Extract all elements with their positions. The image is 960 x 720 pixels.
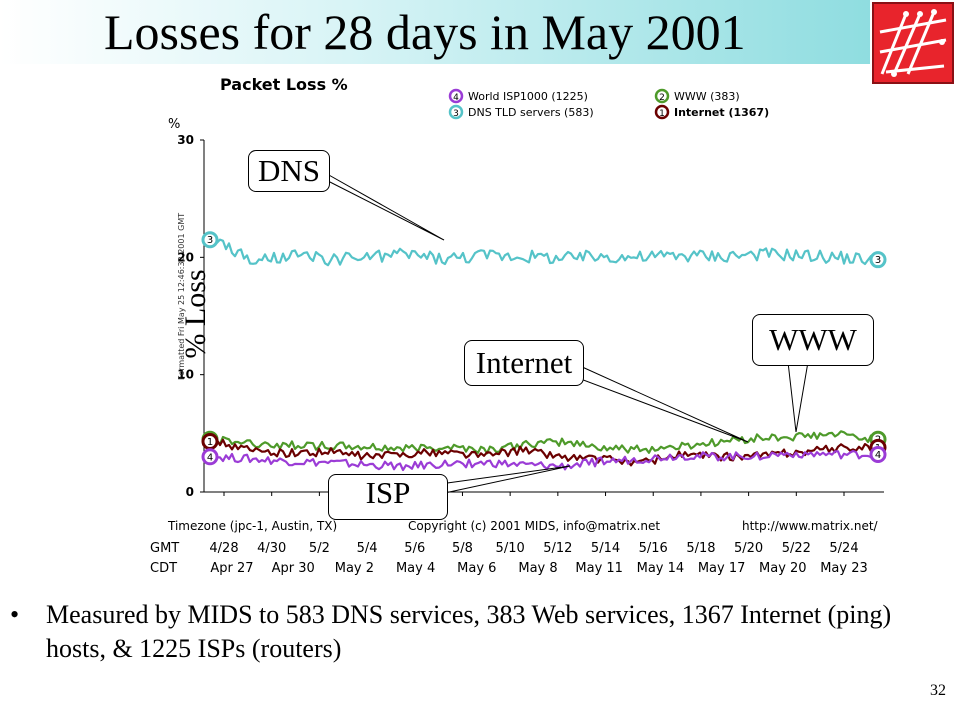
series-number-label: 3 <box>207 235 213 246</box>
gmt-tick-label: 5/12 <box>543 541 572 556</box>
footer-url: http://www.matrix.net/ <box>742 519 879 533</box>
gmt-tick-label: 5/8 <box>452 541 473 556</box>
legend-marker <box>654 88 670 104</box>
series-line-dns <box>213 238 875 267</box>
title-bar <box>0 0 870 64</box>
cdt-tick-label: May 4 <box>396 561 435 576</box>
legend-number: 2 <box>659 93 665 103</box>
cdt-tick-label: May 17 <box>698 561 746 576</box>
gmt-tick-label: 5/2 <box>309 541 330 556</box>
chart-title: Packet Loss % <box>220 75 348 94</box>
cdt-label: CDT <box>150 561 177 576</box>
gmt-tick-label: 5/6 <box>404 541 425 556</box>
packet-loss-chart: Packet Loss % 4 World ISP1000 (1225) 3 DNS … <box>150 75 887 576</box>
gmt-tick-label: 5/10 <box>496 541 525 556</box>
bullet-text: Measured by MIDS to 583 DNS services, 38… <box>46 600 892 663</box>
legend-entry: World ISP1000 (1225) <box>468 90 588 103</box>
matrix-logo-icon <box>872 2 954 84</box>
y-tick-label: 30 <box>177 133 194 147</box>
cdt-tick-label: May 6 <box>457 561 496 576</box>
cdt-tick-label: May 14 <box>637 561 685 576</box>
legend-number: 4 <box>453 93 459 103</box>
gmt-tick-label: 5/22 <box>782 541 811 556</box>
series-number-label: 4 <box>875 450 881 461</box>
series-line-internet <box>213 438 875 467</box>
footer-timezone: Timezone (jpc-1, Austin, TX) <box>167 519 337 533</box>
legend-marker <box>448 104 464 120</box>
legend-entry: Internet (1367) <box>674 106 769 119</box>
y-tick-label: 10 <box>177 368 194 382</box>
gmt-tick-label: 5/20 <box>734 541 763 556</box>
cdt-tick-label: May 11 <box>575 561 623 576</box>
legend-marker <box>654 104 670 120</box>
y-tick-label: 20 <box>177 250 194 264</box>
cdt-tick-label: May 8 <box>518 561 557 576</box>
legend-number: 1 <box>659 109 665 119</box>
legend-number: 3 <box>453 109 459 119</box>
cdt-tick-label: May 2 <box>335 561 374 576</box>
chart-legend: 4 World ISP1000 (1225) 3 DNS TLD servers (5… <box>448 88 769 120</box>
series-number-label: 4 <box>207 452 213 463</box>
gmt-tick-label: 5/16 <box>639 541 668 556</box>
series-number-label: 1 <box>207 437 213 448</box>
series-marker-dns <box>869 251 887 269</box>
cdt-tick-label: Apr 30 <box>272 561 315 576</box>
side-timestamp: Formatted Fri May 25 12:46:32 2001 GMT <box>177 213 186 380</box>
series-marker-dns <box>201 231 219 249</box>
gmt-tick-label: 5/18 <box>686 541 715 556</box>
y-tick-label: 0 <box>186 485 194 499</box>
cdt-tick-label: May 20 <box>759 561 807 576</box>
series-number-label: 3 <box>875 255 881 266</box>
callout-dns: DNS <box>248 150 330 192</box>
legend-entry: WWW (383) <box>674 90 740 103</box>
bullet-point: • Measured by MIDS to 583 DNS services, … <box>10 598 910 666</box>
slide-title: Losses for 28 days in May 2001 <box>104 4 746 60</box>
cdt-tick-label: Apr 27 <box>210 561 253 576</box>
callout-isp: ISP <box>328 474 448 520</box>
gmt-tick-label: 5/14 <box>591 541 620 556</box>
gmt-tick-label: 5/4 <box>357 541 378 556</box>
legend-entry: DNS TLD servers (583) <box>468 106 594 119</box>
y-axis-overlay-label: % Loss <box>179 269 212 359</box>
gmt-tick-label: 4/30 <box>257 541 286 556</box>
gmt-label: GMT <box>150 541 179 556</box>
callout-internet: Internet <box>464 340 584 386</box>
series-line-www <box>213 430 876 455</box>
callout-www: WWW <box>752 314 874 366</box>
gmt-tick-label: 5/24 <box>829 541 858 556</box>
page-number: 32 <box>930 682 946 699</box>
bullet-dot-icon: • <box>10 600 20 629</box>
gmt-tick-label: 4/28 <box>209 541 238 556</box>
series-marker-isp <box>201 448 219 466</box>
cdt-tick-label: May 23 <box>820 561 868 576</box>
footer-copyright: Copyright (c) 2001 MIDS, info@matrix.net <box>408 519 660 533</box>
legend-marker <box>448 88 464 104</box>
series-marker-isp <box>869 445 887 463</box>
y-axis-unit: % <box>168 117 180 132</box>
